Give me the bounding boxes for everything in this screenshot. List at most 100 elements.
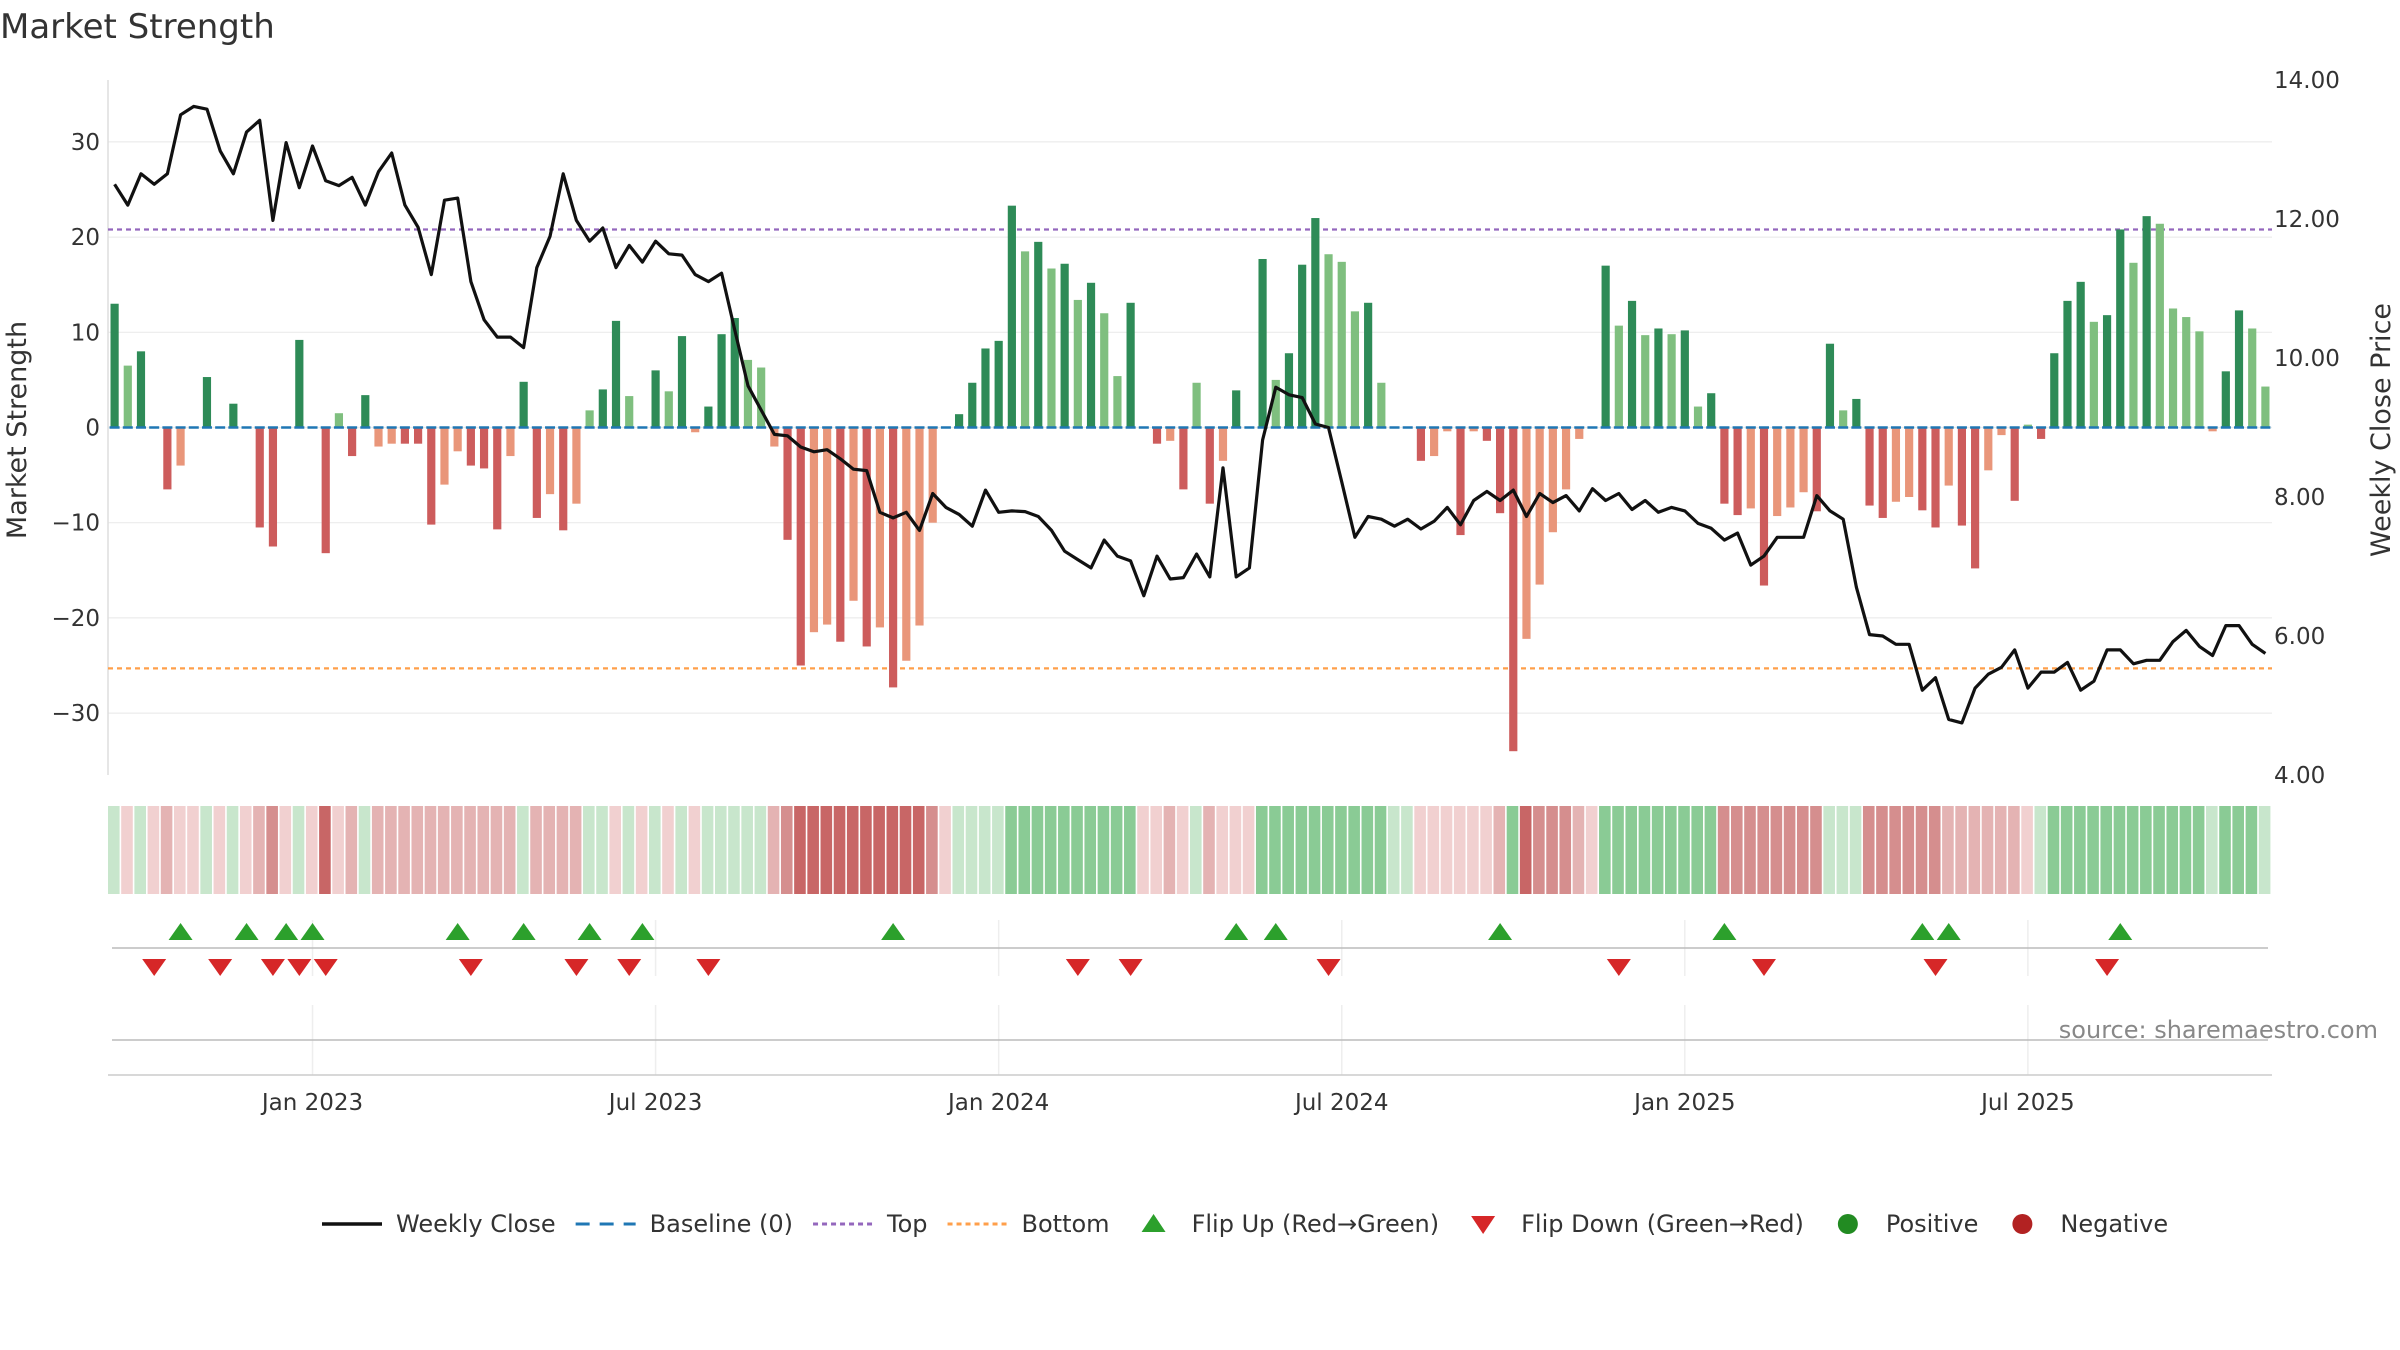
flip-down-marker xyxy=(1118,959,1143,976)
strength-bar xyxy=(1984,427,1993,471)
legend-swatch-flip-up xyxy=(1141,1214,1166,1232)
flip-up-marker xyxy=(445,923,470,940)
legend-swatch-flip-down xyxy=(1471,1216,1496,1234)
weekly-close-series xyxy=(113,104,2267,725)
strength-bar xyxy=(334,413,344,428)
strength-bar xyxy=(757,367,766,428)
strength-bar xyxy=(1020,251,1030,428)
status-cell xyxy=(1942,806,1954,894)
strength-bar xyxy=(1627,300,1637,428)
flip-up-marker xyxy=(577,923,602,940)
strength-bar xyxy=(1641,335,1650,428)
status-cell xyxy=(1480,806,1492,894)
strength-bar xyxy=(1443,427,1452,432)
strength-bar xyxy=(1218,427,1228,461)
strength-bar xyxy=(2155,223,2164,428)
strength-bar xyxy=(1482,427,1491,441)
strength-bar xyxy=(1535,427,1544,585)
status-cell xyxy=(173,806,186,894)
strength-bar xyxy=(664,391,673,428)
status-cell xyxy=(2100,806,2113,894)
status-cell xyxy=(1849,806,1862,894)
legend-label-flip_up: Flip Up (Red→Green) xyxy=(1192,1210,1440,1238)
strength-bar xyxy=(968,382,977,428)
status-cell xyxy=(1889,806,1901,894)
strength-bar xyxy=(295,339,304,428)
status-cell xyxy=(1190,806,1202,894)
status-cell xyxy=(833,806,846,894)
strength-bar xyxy=(1456,427,1465,536)
strength-bar xyxy=(823,427,832,625)
strength-bar xyxy=(1865,427,1874,506)
status-cell xyxy=(1928,806,1941,894)
status-cell xyxy=(1361,806,1374,894)
status-cell xyxy=(728,806,740,894)
status-cell xyxy=(1387,806,1400,894)
flip-up-marker xyxy=(1263,923,1288,940)
flip-down-marker xyxy=(2095,959,2120,976)
status-cell xyxy=(2021,806,2033,894)
status-cell xyxy=(1044,806,1057,894)
strength-bar xyxy=(1746,427,1755,509)
strength-bar xyxy=(1047,268,1056,428)
status-cell xyxy=(1862,806,1875,894)
strength-bar xyxy=(1944,427,1953,486)
strength-bar xyxy=(400,427,409,444)
status-cell xyxy=(1097,806,1110,894)
strength-bar xyxy=(1232,390,1241,428)
flip-down-marker xyxy=(617,959,642,976)
status-cell xyxy=(873,806,885,894)
status-cell xyxy=(820,806,833,894)
status-cell xyxy=(279,806,292,894)
status-cell xyxy=(1704,806,1717,894)
strength-bar xyxy=(1601,265,1610,428)
status-cell xyxy=(437,806,450,894)
strength-bar xyxy=(1825,343,1835,428)
status-cell xyxy=(1005,806,1017,894)
status-cell xyxy=(1968,806,1981,894)
flip-down-marker xyxy=(260,959,285,976)
strength-bar xyxy=(453,427,462,452)
strength-bar xyxy=(123,365,132,428)
x-tick-label: Jan 2025 xyxy=(1632,1090,1735,1116)
status-cell xyxy=(490,806,503,894)
strength-bar xyxy=(1759,427,1769,586)
status-cell xyxy=(1810,806,1822,894)
status-cell xyxy=(635,806,648,894)
status-cell xyxy=(1546,806,1558,894)
left-tick-label: 20 xyxy=(71,225,100,251)
strength-bar xyxy=(545,427,555,495)
strength-bar xyxy=(1786,427,1795,508)
strength-bar xyxy=(743,359,753,428)
status-cell xyxy=(1559,806,1572,894)
status-cell xyxy=(688,806,701,894)
strength-bar xyxy=(1060,263,1069,428)
right-tick-label: 4.00 xyxy=(2274,763,2325,789)
status-cell xyxy=(2008,806,2020,894)
source-note: source: sharemaestro.com xyxy=(2059,1016,2378,1044)
flip-down-marker xyxy=(142,959,167,976)
status-cell xyxy=(780,806,793,894)
flip-up-marker xyxy=(1488,923,1513,940)
strength-bar xyxy=(1773,427,1782,517)
strength-bar xyxy=(730,318,739,428)
legend-label-positive: Positive xyxy=(1886,1210,1979,1238)
status-cell xyxy=(2232,806,2245,894)
right-tick-label: 14.00 xyxy=(2274,68,2340,94)
strength-bar xyxy=(413,427,423,444)
strength-bar xyxy=(2076,281,2085,428)
strength-bar xyxy=(1377,382,1386,428)
status-cell xyxy=(2034,806,2047,894)
status-cell xyxy=(200,806,212,894)
strength-bar xyxy=(1126,302,1135,428)
x-tick-label: Jul 2025 xyxy=(1979,1090,2075,1116)
strength-bar xyxy=(1205,427,1214,504)
status-cell xyxy=(1599,806,1611,894)
status-cell xyxy=(1823,806,1835,894)
status-cell xyxy=(675,806,687,894)
strength-bar xyxy=(202,377,212,428)
x-axis-ticks: Jan 2023 Jul 2023 Jan 2024 Jul 2024 Jan 2025… xyxy=(260,1090,2075,1116)
strength-bar xyxy=(1839,410,1848,428)
status-cell xyxy=(543,806,556,894)
strength-bar xyxy=(321,427,330,554)
